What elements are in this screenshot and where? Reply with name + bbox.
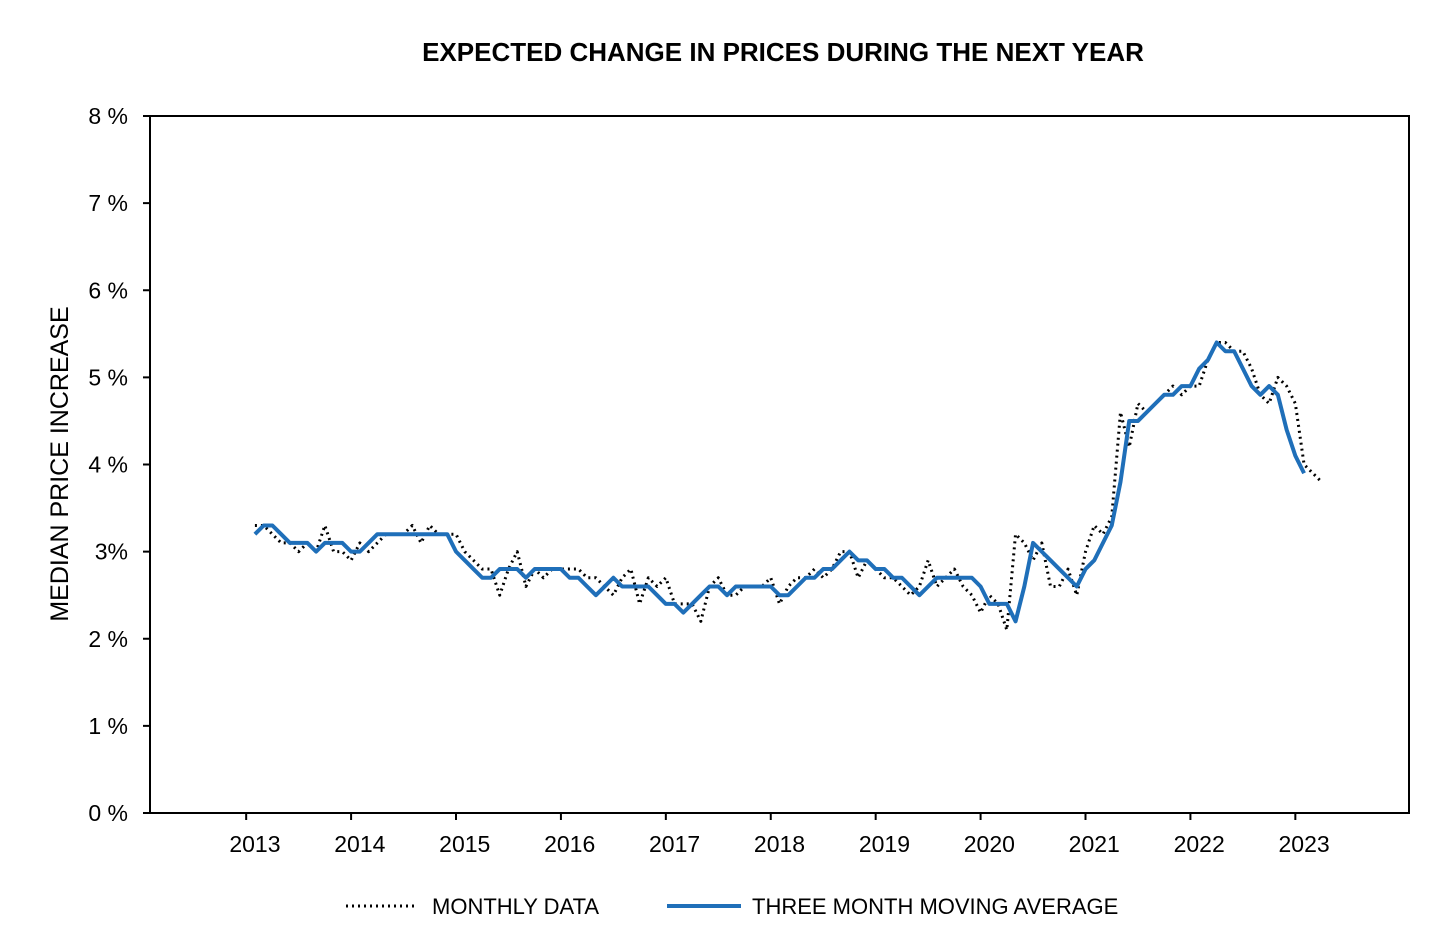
x-tick-label: 2013 xyxy=(229,831,280,857)
x-tick-label: 2023 xyxy=(1278,831,1329,857)
y-tick-label: 1 % xyxy=(88,713,128,739)
x-tick-label: 2014 xyxy=(334,831,385,857)
plot-area xyxy=(149,115,1410,814)
x-tick-label: 2022 xyxy=(1174,831,1225,857)
series-line-monthly-data xyxy=(254,341,1323,632)
legend-label-moving-average: THREE MONTH MOVING AVERAGE xyxy=(752,894,1118,919)
chart-title: EXPECTED CHANGE IN PRICES DURING THE NEX… xyxy=(422,37,1144,67)
x-tick-label: 2015 xyxy=(439,831,490,857)
x-tick-label: 2021 xyxy=(1069,831,1120,857)
y-tick-label: 2 % xyxy=(88,626,128,652)
y-tick-label: 4 % xyxy=(88,452,128,478)
x-tick-label: 2017 xyxy=(649,831,700,857)
x-tick-label: 2016 xyxy=(544,831,595,857)
y-axis-label: MEDIAN PRICE INCREASE xyxy=(46,306,74,621)
y-tick-label: 0 % xyxy=(88,800,128,826)
y-tick-label: 8 % xyxy=(88,103,128,129)
y-tick-label: 7 % xyxy=(88,190,128,216)
y-tick-label: 5 % xyxy=(88,364,128,390)
y-tick-label: 6 % xyxy=(88,277,128,303)
x-axis-ticks: 2013 2014 2015 2016 2017 2018 2019 2020 2021 2022… xyxy=(229,813,1330,857)
x-tick-label: 2018 xyxy=(754,831,805,857)
legend-label-monthly-data: MONTHLY DATA xyxy=(432,894,599,919)
series-layer xyxy=(253,340,1323,632)
y-tick-label: 3% xyxy=(95,539,128,565)
series-line-moving-average xyxy=(253,340,1306,624)
x-tick-label: 2020 xyxy=(964,831,1015,857)
x-tick-label: 2019 xyxy=(859,831,910,857)
y-axis-ticks: 0 % 1 % 2 % 3% 4 % 5 % 6 % 7 % 8 % xyxy=(88,103,150,826)
legend: MONTHLY DATA THREE MONTH MOVING AVERAGE xyxy=(346,894,1118,919)
